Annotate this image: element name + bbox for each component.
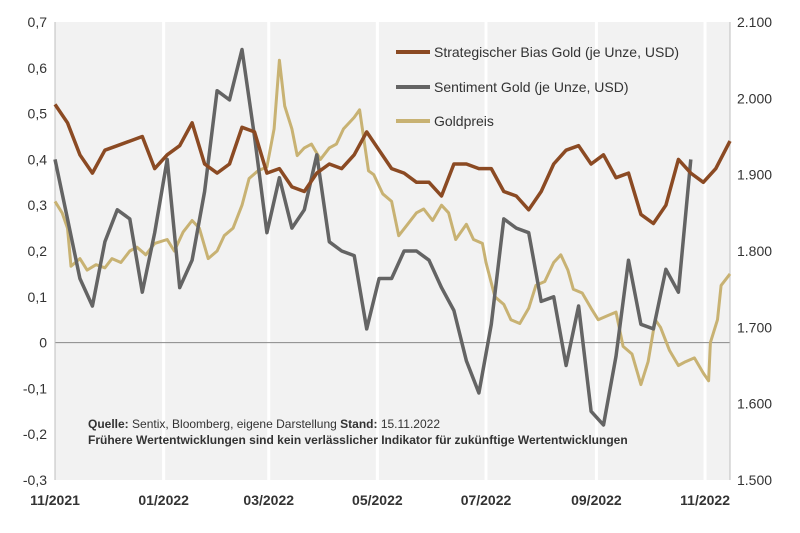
right-tick-label: 1.500: [737, 472, 772, 488]
left-tick-label: -0,1: [23, 380, 47, 396]
left-tick-label: 0,1: [28, 289, 48, 305]
x-tick-label: 03/2022: [243, 492, 294, 508]
x-tick-label: 11/2022: [680, 492, 730, 508]
x-axis-ticks: 11/2021 01/2022 03/2022 05/2022 07/2022 09/20…: [30, 492, 730, 508]
legend-label-sentiment: Sentiment Gold (je Unze, USD): [434, 79, 629, 95]
left-tick-label: 0,7: [28, 14, 48, 30]
goldpreis-line: [53, 58, 732, 387]
legend-label-goldpreis: Goldpreis: [434, 113, 494, 129]
right-tick-label: 2.000: [737, 90, 772, 106]
plot-area: [55, 22, 730, 480]
left-tick-label: 0,3: [28, 197, 48, 213]
x-tick-label: 01/2022: [138, 492, 189, 508]
left-tick-label: 0,5: [28, 106, 48, 122]
year-bands: [162, 22, 707, 480]
right-tick-label: 1.800: [737, 243, 772, 259]
left-tick-label: 0,4: [28, 151, 48, 167]
left-tick-label: 0: [39, 335, 47, 351]
disclaimer-note: Frühere Wertentwicklungen sind kein verl…: [88, 433, 628, 447]
left-axis-ticks: 0,7 0,6 0,5 0,4 0,3 0,2 0,1 0 -0,1 -0,2 -0,3: [23, 14, 47, 488]
sentiment-line: [53, 47, 693, 427]
legend: Strategischer Bias Gold (je Unze, USD) S…: [396, 44, 679, 129]
source-label: Quelle:: [88, 417, 129, 431]
date-text: 15.11.2022: [377, 417, 440, 431]
series-lines: [53, 47, 732, 427]
right-tick-label: 1.700: [737, 319, 772, 335]
date-label: Stand:: [340, 417, 377, 431]
x-tick-label: 09/2022: [571, 492, 622, 508]
right-axis-ticks: 2.100 2.000 1.900 1.800 1.700 1.600 1.500: [737, 14, 772, 488]
source-note: Quelle: Sentix, Bloomberg, eigene Darste…: [88, 417, 440, 431]
right-tick-label: 1.600: [737, 396, 772, 412]
left-tick-label: 0,6: [28, 60, 48, 76]
x-tick-label: 05/2022: [352, 492, 403, 508]
left-tick-label: -0,2: [23, 426, 47, 442]
bias-line: [53, 103, 732, 226]
x-tick-label: 07/2022: [461, 492, 512, 508]
source-text: Sentix, Bloomberg, eigene Darstellung: [129, 417, 340, 431]
x-tick-label: 11/2021: [30, 492, 80, 508]
right-tick-label: 1.900: [737, 167, 772, 183]
left-tick-label: -0,3: [23, 472, 47, 488]
left-tick-label: 0,2: [28, 243, 48, 259]
legend-label-bias: Strategischer Bias Gold (je Unze, USD): [434, 44, 679, 60]
right-tick-label: 2.100: [737, 14, 772, 30]
